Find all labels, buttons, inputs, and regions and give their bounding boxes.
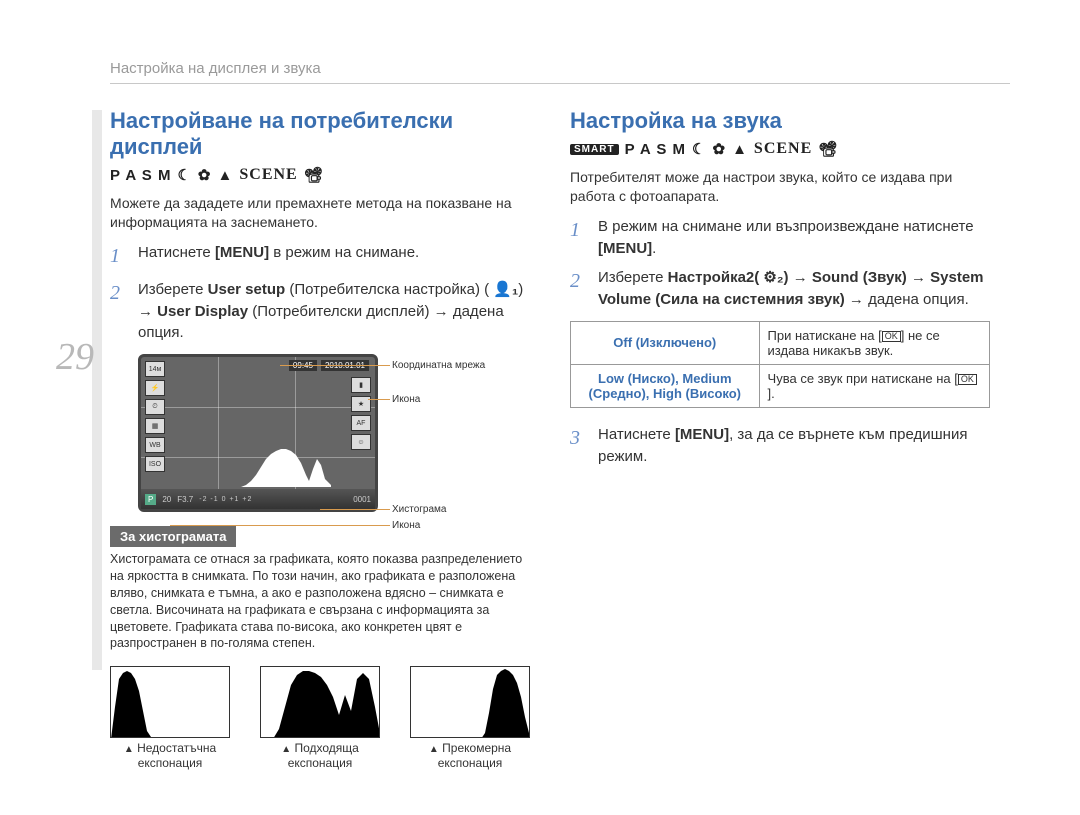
histogram-text: Хистограмата се отнася за графиката, коя… — [110, 551, 530, 652]
preview-histogram — [241, 445, 331, 487]
step-2-left: 2 Изберете User setup (Потребителска нас… — [110, 279, 530, 344]
mode-icons-right: SMART P A S M ☾ ✿ ▲ SCENE 📽 — [570, 140, 990, 158]
p-badge: P — [145, 494, 156, 505]
smart-badge: SMART — [570, 144, 619, 155]
wb-icon: WB — [145, 437, 165, 453]
intro-right: Потребителят може да настрои звука, койт… — [570, 168, 990, 206]
step-text: В режим на снимане или възпроизвеждане н… — [598, 216, 990, 260]
timer-icon: ⏲ — [145, 399, 165, 415]
callout-grid: Координатна мрежа — [392, 360, 485, 371]
step-text: Натиснете [MENU] в режим на снимане. — [138, 242, 419, 271]
sample-cap-under: Недостатъчна експонация — [137, 741, 216, 770]
left-column: Настройване на потребителски дисплей P A… — [110, 108, 530, 771]
step-text: Натиснете [MENU], за да се върнете към п… — [598, 424, 990, 468]
mode-letters: P A S M — [110, 167, 171, 184]
user-display-title: Настройване на потребителски дисплей — [110, 108, 530, 160]
ok-key-icon: OK — [958, 374, 977, 385]
opt-off-desc: При натискане на [OK] не се издава никак… — [759, 321, 989, 364]
opt-lmh: Low (Ниско), Medium (Средно), High (Висо… — [571, 364, 760, 407]
step-2-right: 2 Изберете Настройка2( ⚙₂) → Sound (Звук… — [570, 267, 990, 311]
callout-icon2: Икона — [392, 520, 420, 531]
mode-letters-r: P A S M — [625, 141, 686, 158]
macro-icon: ✿ — [198, 166, 212, 184]
steps-right-2: 3 Натиснете [MENU], за да се върнете към… — [570, 424, 990, 468]
preview-icons-right: ▮ ★ AF ☺ — [351, 377, 371, 450]
header-rule — [110, 83, 1010, 84]
movie-icon: 📽 — [304, 166, 324, 184]
sample-over: ▲ Прекомерна експонация — [410, 666, 530, 770]
ev-scale: -2 -1 0 +1 +2 — [199, 496, 252, 503]
page-number: 29 — [56, 335, 94, 379]
opt-lmh-desc: Чува се звук при натискане на [OK]. — [759, 364, 989, 407]
preview-bottom-bar: P 20 F3.7 -2 -1 0 +1 +2 0001 — [141, 489, 375, 509]
preview-icons-left: 14м ⚡ ⏲ ▦ WB ISO — [145, 361, 165, 472]
page-header: Настройка на дисплея и звука — [110, 60, 1010, 77]
metering-icon: ▦ — [145, 418, 165, 434]
histogram-samples: ▲ Недостатъчна експонация ▲ Подходяща ек… — [110, 666, 530, 770]
opt-off: Off (Изключено) — [571, 321, 760, 364]
step-1-right: 1 В режим на снимане или възпроизвеждане… — [570, 216, 990, 260]
table-row: Low (Ниско), Medium (Средно), High (Висо… — [571, 364, 990, 407]
page-content: Настройка на дисплея и звука Настройване… — [110, 60, 1010, 771]
preview-iso: 20 — [162, 495, 171, 504]
right-column: Настройка на звука SMART P A S M ☾ ✿ ▲ S… — [570, 108, 990, 771]
sample-cap-over: Прекомерна експонация — [438, 741, 511, 770]
mode-icons-left: P A S M ☾ ✿ ▲ SCENE 📽 — [110, 166, 530, 184]
movie-icon: 📽 — [818, 140, 838, 158]
ok-key-icon: OK — [882, 331, 901, 342]
sound-table: Off (Изключено) При натискане на [OK] не… — [570, 321, 990, 408]
step-num: 1 — [570, 216, 588, 260]
sample-cap-good: Подходяща експонация — [288, 741, 359, 770]
step-text: Изберете Настройка2( ⚙₂) → Sound (Звук) … — [598, 267, 990, 311]
scene-mode: SCENE — [239, 166, 297, 184]
histogram-header: За хистограмата — [110, 526, 236, 547]
step-num: 1 — [110, 242, 128, 271]
camera-preview: 09:45 2010.01.01 14м ⚡ ⏲ ▦ WB ISO ▮ ★ — [138, 354, 378, 512]
night-icon: ☾ — [692, 140, 706, 158]
preview-frames: 0001 — [353, 495, 371, 504]
callout-histogram: Хистограма — [392, 504, 447, 515]
steps-right: 1 В режим на снимане или възпроизвеждане… — [570, 216, 990, 311]
sample-under: ▲ Недостатъчна експонация — [110, 666, 230, 770]
battery-icon: ▮ — [351, 377, 371, 393]
night-icon: ☾ — [177, 166, 191, 184]
table-row: Off (Изключено) При натискане на [OK] не… — [571, 321, 990, 364]
sample-good: ▲ Подходяща експонация — [260, 666, 380, 770]
landscape-icon: ▲ — [732, 141, 748, 158]
step-text: Изберете User setup (Потребителска настр… — [138, 279, 530, 344]
size-icon: 14м — [145, 361, 165, 377]
intro-left: Можете да зададете или премахнете метода… — [110, 194, 530, 232]
flash-icon: ⚡ — [145, 380, 165, 396]
step-1-left: 1 Натиснете [MENU] в режим на снимане. — [110, 242, 530, 271]
side-tab — [92, 110, 102, 670]
step-3-right: 3 Натиснете [MENU], за да се върнете към… — [570, 424, 990, 468]
callout-icon1: Икона — [392, 394, 420, 405]
macro-icon: ✿ — [712, 140, 726, 158]
step-num: 3 — [570, 424, 588, 468]
hist-poly — [241, 449, 331, 487]
sound-title: Настройка на звука — [570, 108, 990, 134]
step-num: 2 — [110, 279, 128, 344]
steps-left: 1 Натиснете [MENU] в режим на снимане. 2… — [110, 242, 530, 344]
face-icon: ☺ — [351, 434, 371, 450]
preview-aperture: F3.7 — [177, 495, 193, 504]
landscape-icon: ▲ — [218, 167, 234, 184]
scene-mode-r: SCENE — [754, 140, 812, 158]
af-icon: AF — [351, 415, 371, 431]
step-num: 2 — [570, 267, 588, 311]
iso-icon: ISO — [145, 456, 165, 472]
